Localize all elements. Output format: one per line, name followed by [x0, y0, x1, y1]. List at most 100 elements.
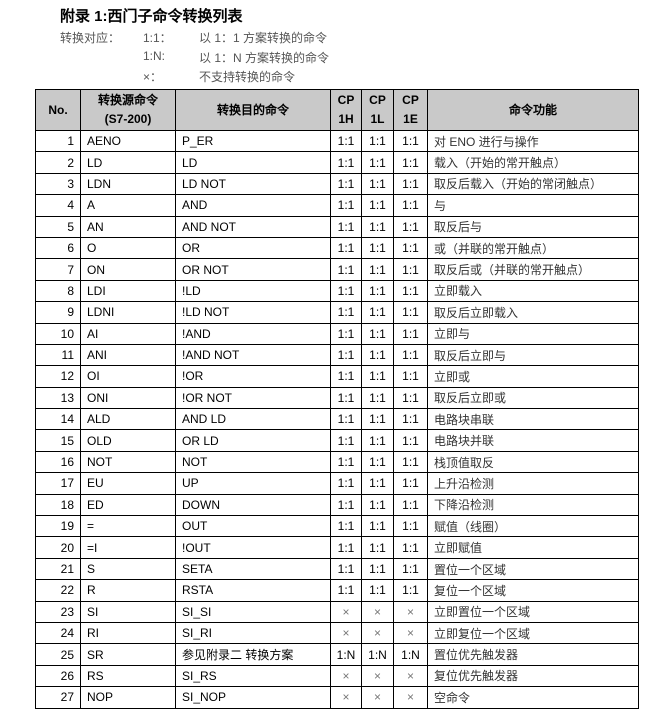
cell: 取反后与: [427, 215, 639, 238]
cell: O: [80, 236, 176, 260]
cell: 6: [35, 236, 81, 260]
cell: 赋值（线圈）: [427, 515, 639, 538]
cell: LDNI: [80, 301, 176, 324]
table-row: 8 LDI !LD 1:1 1:1 1:1 立即载入: [35, 279, 639, 303]
legend-key: 1:N:: [143, 48, 166, 63]
cell: 下降沿检测: [427, 493, 639, 517]
cell: SI: [80, 600, 176, 623]
cell: 26: [35, 664, 81, 688]
cell: =I: [80, 536, 176, 559]
cell: 取反后载入（开始的常闭触点）: [427, 172, 639, 196]
cell: RSTA: [175, 579, 331, 602]
cell: 13: [35, 386, 81, 410]
table-row: 15 OLD OR LD 1:1 1:1 1:1 电路块并联: [35, 429, 639, 452]
cell: !OR NOT: [175, 386, 331, 410]
cell: 立即载入: [427, 279, 639, 303]
cell: AND LD: [175, 408, 331, 431]
table-row: 5 AN AND NOT 1:1 1:1 1:1 取反后与: [35, 215, 639, 238]
cell: 立即置位一个区域: [427, 600, 639, 623]
cell: !OR: [175, 365, 331, 388]
cell: 取反后或（并联的常开触点）: [427, 258, 639, 281]
cell: 1:1: [330, 215, 362, 238]
cell: OLD: [80, 429, 176, 452]
cell: NOT: [80, 450, 176, 474]
cell: 1:1: [393, 472, 428, 495]
cell: SI_RS: [175, 664, 331, 688]
cell: 1:1: [393, 429, 428, 452]
legend-label: 转换对应：: [60, 31, 121, 45]
cell: !AND NOT: [175, 343, 331, 367]
column-header: CP 1H: [330, 89, 362, 131]
cell: RS: [80, 664, 176, 688]
cell: 1:1: [361, 343, 394, 367]
cell: 25: [35, 643, 81, 666]
cell: 1:1: [361, 386, 394, 410]
cell: 1:1: [393, 579, 428, 602]
cell: 1:1: [330, 279, 362, 303]
column-header: CP 1E: [393, 89, 428, 131]
cell: 24: [35, 621, 81, 645]
cell: !LD: [175, 279, 331, 303]
cell: SI_SI: [175, 600, 331, 623]
cell: 1:1: [393, 386, 428, 410]
table-row: 2 LD LD 1:1 1:1 1:1 载入（开始的常开触点）: [35, 151, 639, 174]
cell: 复位一个区域: [427, 579, 639, 602]
cell: AND NOT: [175, 215, 331, 238]
cell: 1:1: [393, 515, 428, 538]
cell: ONI: [80, 386, 176, 410]
cell: 27: [35, 686, 81, 709]
table-row: 21 S SETA 1:1 1:1 1:1 置位一个区域: [35, 557, 639, 581]
command-table: No. 转换源命令 (S7-200) 转换目的命令 CP 1H CP 1L CP 1E 命令功能 1…: [35, 89, 639, 709]
table-row: 26 RS SI_RS × × × 复位优先触发器: [35, 664, 639, 688]
cell: ON: [80, 258, 176, 281]
table-row: 18 ED DOWN 1:1 1:1 1:1 下降沿检测: [35, 493, 639, 517]
cell: 1:1: [361, 258, 394, 281]
cell: 取反后立即与: [427, 343, 639, 367]
cell: 21: [35, 557, 81, 581]
cell: 23: [35, 600, 81, 623]
table-row: 6 O OR 1:1 1:1 1:1 或（并联的常开触点）: [35, 236, 639, 260]
cell: 15: [35, 429, 81, 452]
cell: 1:N: [393, 643, 428, 666]
cell: 1:1: [361, 557, 394, 581]
cell: 上升沿检测: [427, 472, 639, 495]
cell: !AND: [175, 322, 331, 345]
legend-desc: 以 1：1 方案转换的命令: [199, 31, 328, 45]
table-row: 12 OI !OR 1:1 1:1 1:1 立即或: [35, 365, 639, 388]
cell: 1:1: [393, 129, 428, 153]
legend-desc: 以 1：N 方案转换的命令: [199, 50, 330, 65]
table-row: 13 ONI !OR NOT 1:1 1:1 1:1 取反后立即或: [35, 386, 639, 410]
cell: ×: [330, 664, 362, 688]
cell: 1:1: [361, 194, 394, 217]
cell: 1:1: [330, 129, 362, 153]
header-line: (S7-200): [104, 112, 152, 126]
cell: 1:1: [330, 365, 362, 388]
cell: 1:1: [393, 365, 428, 388]
cell: 1:1: [330, 194, 362, 217]
cell: SI_RI: [175, 621, 331, 645]
cell: 载入（开始的常开触点）: [427, 151, 639, 174]
cell: ×: [361, 600, 394, 623]
cell: 1:1: [361, 172, 394, 196]
table-row: 7 ON OR NOT 1:1 1:1 1:1 取反后或（并联的常开触点）: [35, 258, 639, 281]
header-row: No. 转换源命令 (S7-200) 转换目的命令 CP 1H CP 1L CP 1E 命令功能: [35, 89, 639, 131]
cell: 1:1: [393, 322, 428, 345]
cell: LD: [175, 151, 331, 174]
cell: 1:1: [361, 408, 394, 431]
cell: LD: [80, 151, 176, 174]
cell: 1:1: [330, 493, 362, 517]
column-header: 转换源命令 (S7-200): [80, 89, 176, 131]
cell: 或（并联的常开触点）: [427, 236, 639, 260]
cell: 置位一个区域: [427, 557, 639, 581]
cell: 3: [35, 172, 81, 196]
column-header: 命令功能: [427, 89, 639, 131]
cell: SR: [80, 643, 176, 666]
cell: 置位优先触发器: [427, 643, 639, 666]
header-line: 1H: [338, 112, 354, 126]
cell: ANI: [80, 343, 176, 367]
cell: 参见附录二 转换方案: [175, 643, 331, 666]
table-row: 27 NOP SI_NOP × × × 空命令: [35, 686, 639, 709]
table-row: 3 LDN LD NOT 1:1 1:1 1:1 取反后载入（开始的常闭触点）: [35, 172, 639, 196]
cell: 11: [35, 343, 81, 367]
table-row: 19 = OUT 1:1 1:1 1:1 赋值（线圈）: [35, 515, 639, 538]
